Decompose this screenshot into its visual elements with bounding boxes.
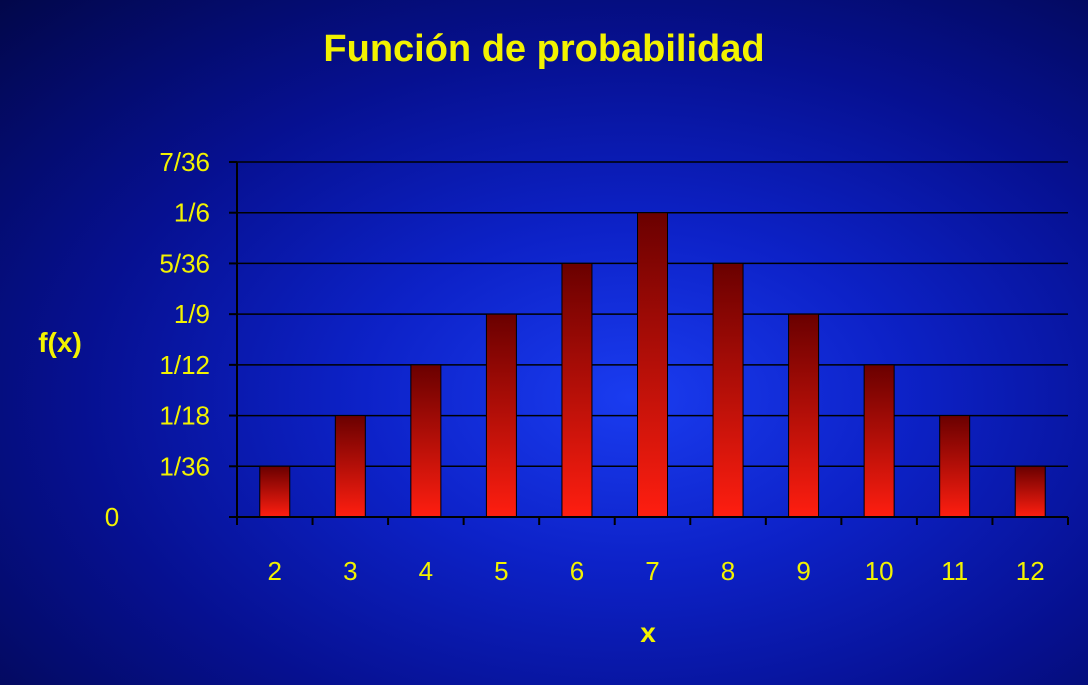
y-tick-label: 0 [105,502,119,532]
y-tick-label: 1/9 [174,299,210,329]
bar-6 [561,262,593,518]
x-tick-label: 2 [268,556,282,586]
y-tick-label: 7/36 [159,147,210,177]
bar-2 [259,465,291,518]
x-tick-label: 7 [645,556,659,586]
bar-11 [939,415,971,518]
x-tick-label: 9 [796,556,810,586]
x-tick-label: 3 [343,556,357,586]
bar-9 [788,313,820,518]
x-tick-label: 5 [494,556,508,586]
y-tick-labels: 0 1/36 1/18 1/12 1/9 5/36 1/6 7/36 [105,147,210,532]
x-tick-label: 6 [570,556,584,586]
x-tick-labels: 2 3 4 5 6 7 8 9 10 11 12 [268,556,1045,586]
y-tick-label: 1/36 [159,451,210,481]
bar-3 [334,415,366,518]
bar-5 [485,313,517,518]
y-axis-label: f(x) [38,327,82,358]
x-tick-label: 8 [721,556,735,586]
y-tick-label: 5/36 [159,248,210,278]
x-tick-label: 10 [865,556,894,586]
chart-title: Función de probabilidad [323,28,765,70]
x-tick-label: 11 [941,556,968,586]
axes [229,161,1069,525]
bar-7 [637,212,668,518]
y-tick-label: 1/6 [174,198,210,228]
y-tick-label: 1/18 [159,401,210,431]
x-axis-label: x [640,617,656,648]
x-tick-label: 4 [419,556,433,586]
bar-12 [1014,465,1046,518]
x-tick-label: 12 [1016,556,1045,586]
bar-10 [863,364,895,518]
bar-8 [712,262,744,518]
bar-4 [410,364,442,518]
y-tick-label: 1/12 [159,350,210,380]
